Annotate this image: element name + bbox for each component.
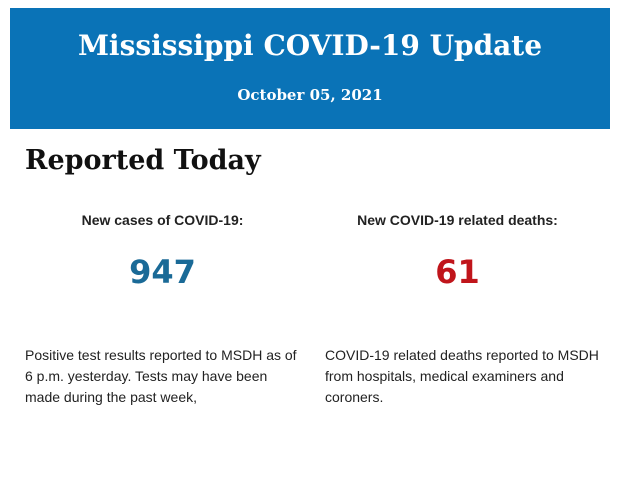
new-deaths-stat: New COVID-19 related deaths: 61 bbox=[320, 210, 595, 292]
section-heading: Reported Today bbox=[25, 145, 261, 176]
new-deaths-label: New COVID-19 related deaths: bbox=[357, 212, 558, 228]
header-banner: Mississippi COVID-19 Update October 05, … bbox=[10, 8, 610, 129]
page-title: Mississippi COVID-19 Update bbox=[77, 29, 543, 62]
new-cases-value: 947 bbox=[129, 253, 196, 291]
new-cases-label: New cases of COVID-19: bbox=[81, 212, 244, 228]
new-deaths-description: COVID-19 related deaths reported to MSDH… bbox=[325, 347, 599, 405]
new-cases-description: Positive test results reported to MSDH a… bbox=[25, 347, 297, 405]
new-deaths-value: 61 bbox=[435, 253, 480, 291]
report-date: October 05, 2021 bbox=[237, 86, 383, 104]
new-cases-stat: New cases of COVID-19: 947 bbox=[25, 210, 300, 292]
